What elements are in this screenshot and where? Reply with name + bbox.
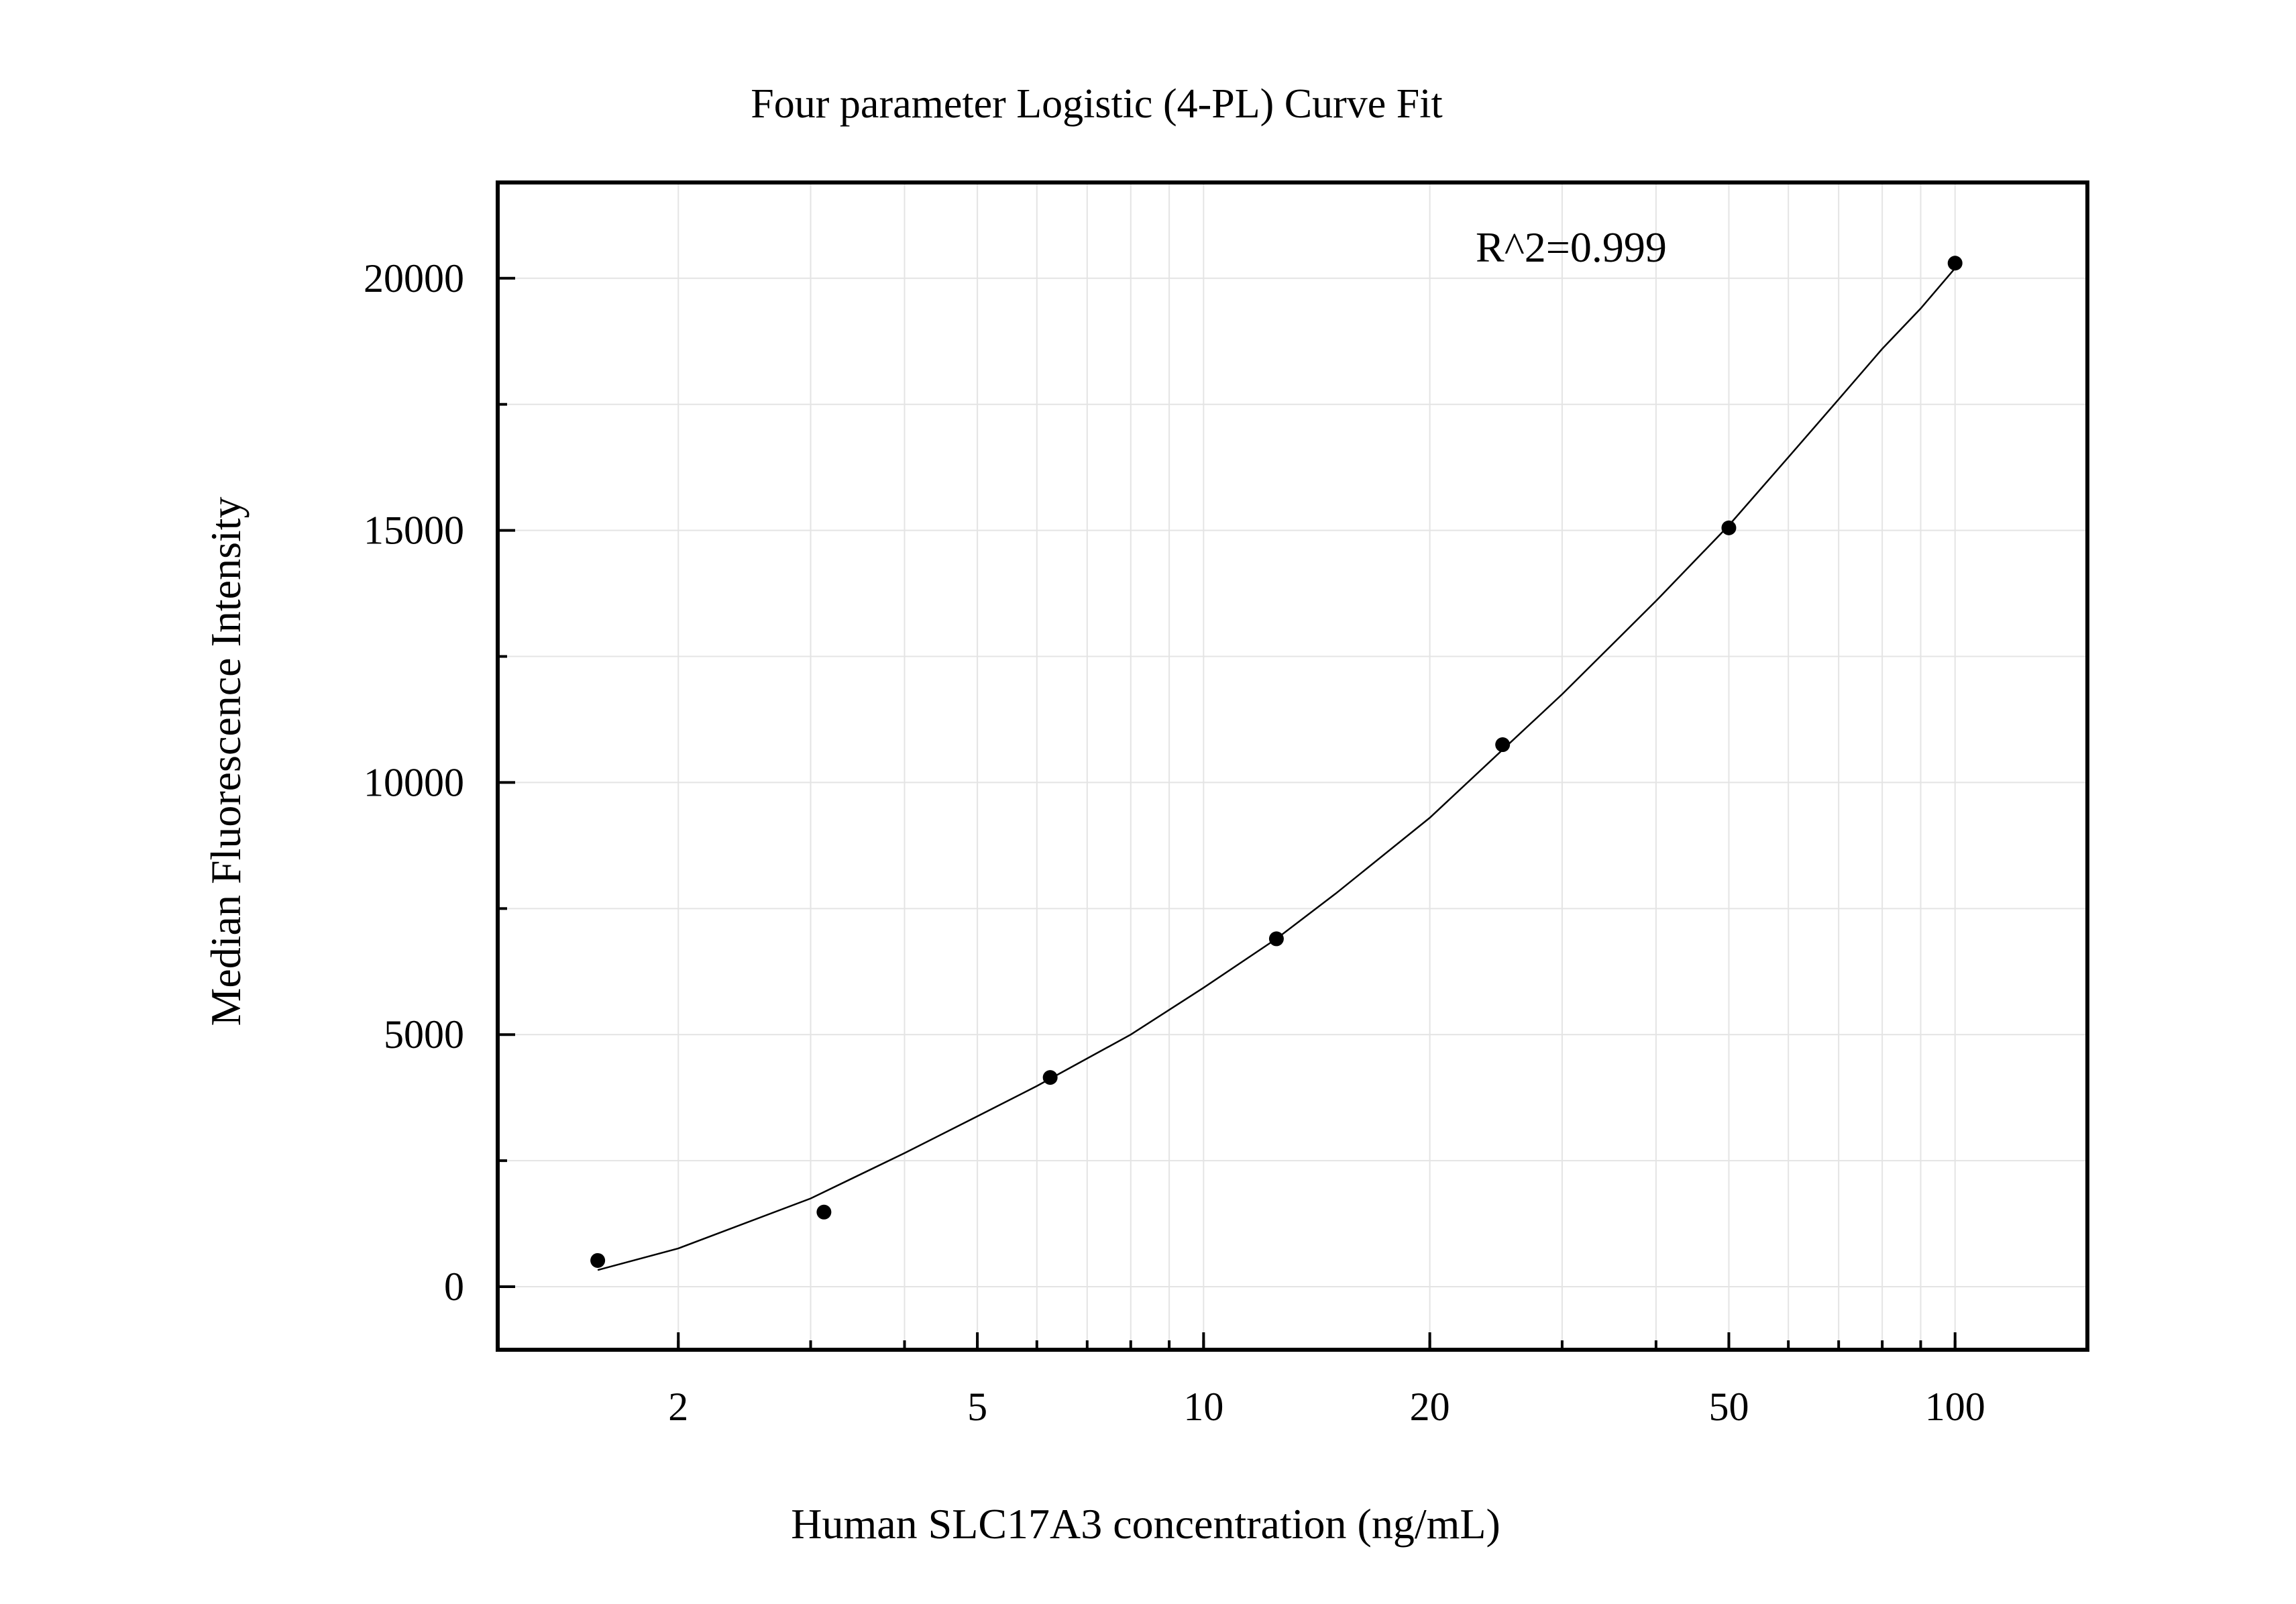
data-point xyxy=(1495,737,1511,753)
r-squared-annotation: R^2=0.999 xyxy=(1476,223,1667,271)
tick-labels-layer: 2 5 10 20 50 100 0 5000 10000 15000 20000 xyxy=(364,256,1985,1429)
y-axis-label: Median Fluorescence Intensity xyxy=(202,496,250,1026)
y-tick-label: 5000 xyxy=(384,1012,464,1057)
fit-curve xyxy=(597,267,1956,1271)
x-tick-label: 5 xyxy=(967,1385,987,1429)
y-tick-label: 10000 xyxy=(364,760,464,804)
y-tick-label: 20000 xyxy=(364,256,464,301)
data-point xyxy=(590,1252,606,1268)
x-tick-label: 50 xyxy=(1708,1385,1749,1429)
ticks-layer xyxy=(498,276,1957,1350)
y-tick-label: 15000 xyxy=(364,509,464,553)
grid-layer xyxy=(498,182,2087,1350)
data-point xyxy=(1268,931,1284,947)
plot-frame xyxy=(496,180,2089,1352)
chart-title: Four parameter Logistic (4-PL) Curve Fit xyxy=(751,81,1442,127)
data-point xyxy=(1042,1070,1058,1085)
x-tick-label: 20 xyxy=(1410,1385,1450,1429)
fit-curve-layer xyxy=(597,267,1956,1271)
data-point xyxy=(1947,256,1963,271)
data-point xyxy=(816,1204,832,1220)
y-tick-label: 0 xyxy=(444,1265,464,1309)
x-tick-label: 10 xyxy=(1183,1385,1223,1429)
x-axis-label: Human SLC17A3 concentration (ng/mL) xyxy=(791,1500,1500,1548)
data-points-layer xyxy=(590,256,1963,1268)
x-tick-label: 2 xyxy=(668,1385,688,1429)
x-tick-label: 100 xyxy=(1925,1385,1985,1429)
data-point xyxy=(1721,520,1737,535)
